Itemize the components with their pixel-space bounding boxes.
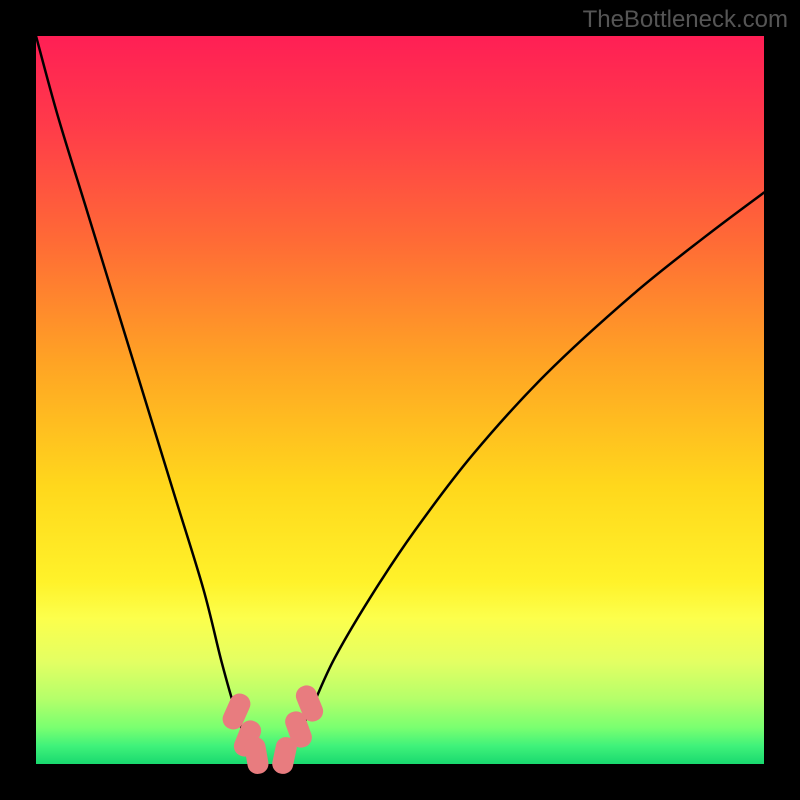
plot-area: [36, 36, 764, 764]
watermark-text: TheBottleneck.com: [583, 6, 788, 34]
chart-container: TheBottleneck.com: [0, 0, 800, 800]
